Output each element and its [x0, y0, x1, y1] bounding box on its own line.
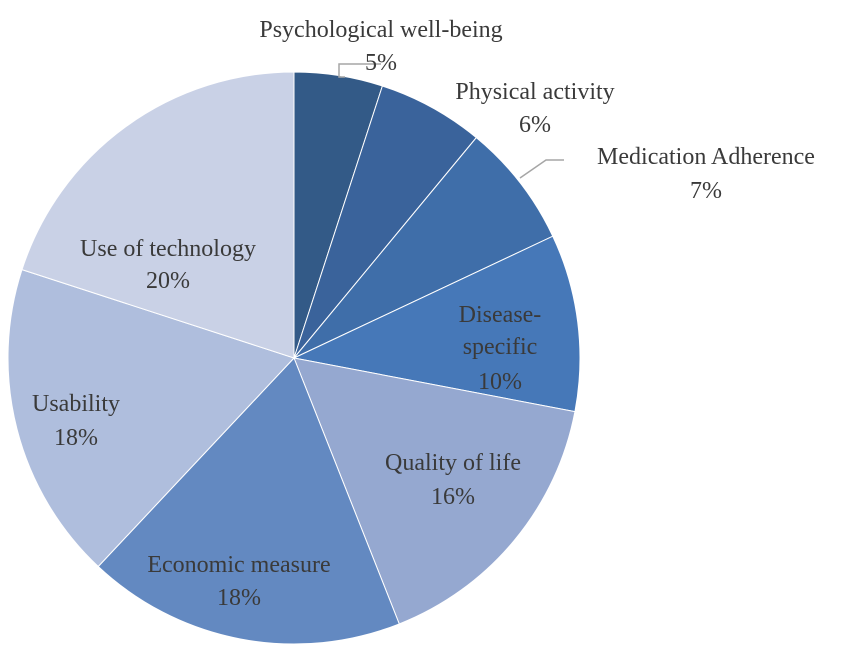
leader-line-medication-adherence: [519, 159, 564, 179]
slices-layer: [7, 71, 581, 645]
slice-value-label-quality-of-life: 16%: [431, 484, 475, 510]
slice-value-label-use-of-technology: 20%: [146, 268, 190, 294]
pie-slice-quality-of-life: [293, 357, 576, 625]
slice-value-label-economic-measure: 18%: [217, 585, 261, 611]
pie-slice-medication-adherence: [293, 136, 554, 359]
slice-category-label-psychological-well-being: Psychological well-being: [259, 17, 502, 43]
slice-value-label-psychological-well-being: 5%: [365, 50, 397, 76]
pie-slice-use-of-technology: [21, 71, 295, 359]
pie-slice-economic-measure: [97, 357, 400, 645]
slice-value-label-medication-adherence: 7%: [690, 178, 722, 204]
slice-category-label-economic-measure: Economic measure: [147, 552, 330, 578]
pie-slice-disease-specific: [292, 235, 581, 413]
slice-value-label-usability: 18%: [54, 425, 98, 451]
slice-category-label-usability: Usability: [32, 391, 120, 417]
labels-layer: Psychological well-being 5% Physical activ…: [32, 17, 815, 611]
pie-slice-usability: [7, 268, 295, 568]
leader-line-psychological-well-being: [338, 63, 381, 78]
leader-lines-layer: [338, 63, 564, 179]
slice-value-label-physical-activity: 6%: [519, 112, 551, 138]
slice-category-label-medication-adherence: Medication Adherence: [597, 144, 815, 170]
slice-value-label-disease-specific: 10%: [478, 369, 522, 395]
slice-category-label-disease-specific: Disease-: [459, 302, 542, 328]
slice-category-label-use-of-technology: Use of technology: [80, 236, 256, 262]
slice-category-label-physical-activity: Physical activity: [455, 79, 614, 105]
slice-category-label-disease-specific: specific: [463, 334, 538, 360]
slice-category-label-quality-of-life: Quality of life: [385, 450, 521, 476]
